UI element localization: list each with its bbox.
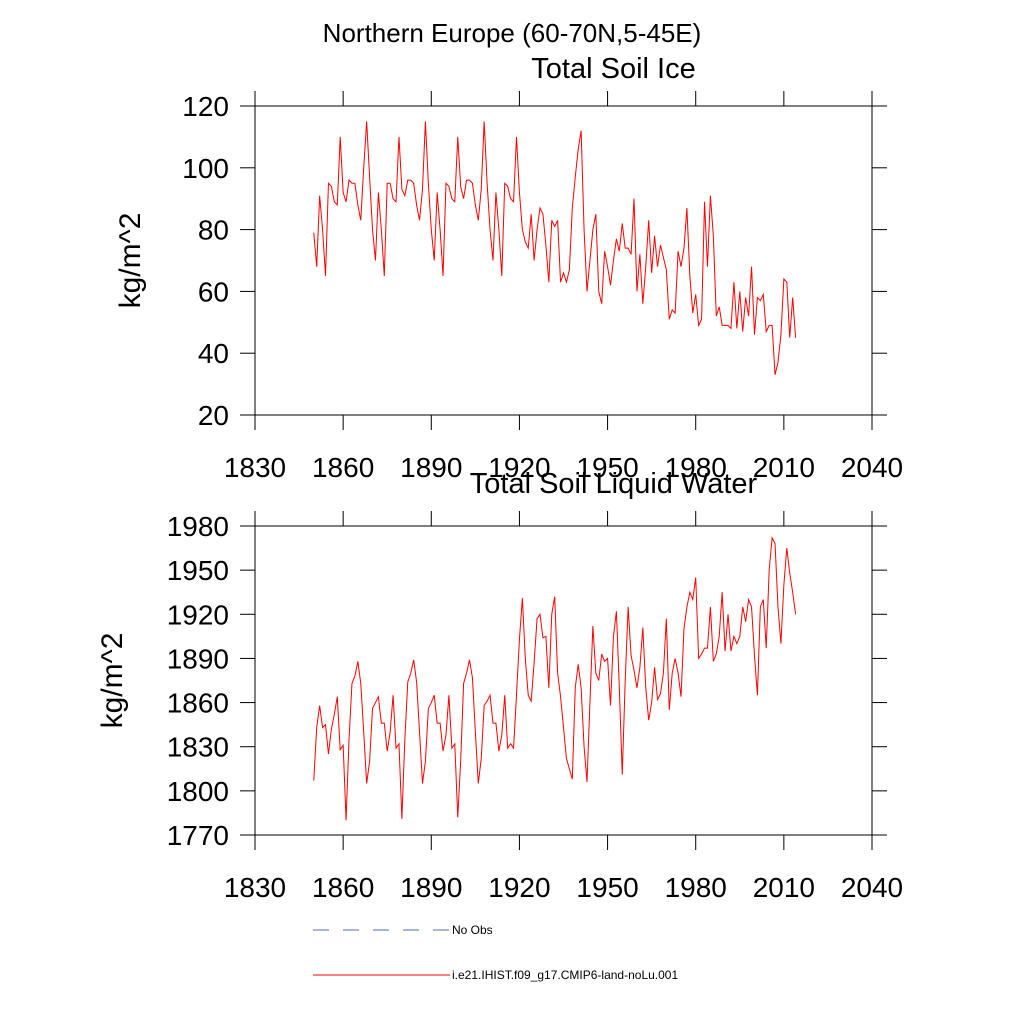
plot-frame — [254, 525, 873, 836]
chart-title: Total Soil Liquid Water — [470, 468, 758, 500]
x-tick-label: 1890 — [400, 872, 462, 903]
y-tick-label: 1950 — [167, 555, 229, 586]
x-tick-label: 1920 — [488, 872, 550, 903]
x-tick-label: 1830 — [224, 872, 286, 903]
y-tick-label: 1890 — [167, 643, 229, 674]
y-tick-label: 1800 — [167, 776, 229, 807]
x-tick-label: 1830 — [224, 452, 286, 483]
y-tick-label: 1920 — [167, 599, 229, 630]
y-tick-label: 1980 — [167, 511, 229, 542]
x-tick-label: 1920 — [488, 452, 550, 483]
x-tick-label: 1860 — [312, 452, 374, 483]
figure-title: Northern Europe (60-70N,5-45E) — [323, 18, 702, 48]
x-tick-label: 1890 — [400, 452, 462, 483]
data-line — [313, 535, 797, 821]
x-tick-label: 2040 — [841, 452, 903, 483]
y-tick-label: 1770 — [167, 820, 229, 851]
y-tick-label: 120 — [182, 91, 229, 122]
y-tick-label: 20 — [198, 400, 229, 431]
x-tick-label: 2010 — [753, 452, 815, 483]
chart-title: Total Soil Ice — [531, 53, 695, 85]
y-tick-label: 100 — [182, 153, 229, 184]
x-tick-label: 1950 — [576, 872, 638, 903]
y-axis-label: kg/m^2 — [96, 633, 129, 729]
y-axis-label: kg/m^2 — [114, 213, 147, 309]
x-tick-label: 1980 — [665, 872, 727, 903]
y-tick-label: 80 — [198, 215, 229, 246]
y-tick-label: 40 — [198, 338, 229, 369]
legend-label: No Obs — [452, 923, 493, 937]
data-line — [313, 121, 797, 375]
x-tick-label: 1950 — [576, 452, 638, 483]
y-tick-label: 60 — [198, 276, 229, 307]
y-tick-label: 1830 — [167, 732, 229, 763]
legend-label: i.e21.IHIST.f09_g17.CMIP6-land-noLu.001 — [452, 968, 678, 982]
x-tick-label: 2040 — [841, 872, 903, 903]
x-tick-label: 1980 — [665, 452, 727, 483]
x-tick-label: 1860 — [312, 872, 374, 903]
x-tick-label: 2010 — [753, 872, 815, 903]
plot-frame — [254, 105, 873, 416]
y-tick-label: 1860 — [167, 688, 229, 719]
